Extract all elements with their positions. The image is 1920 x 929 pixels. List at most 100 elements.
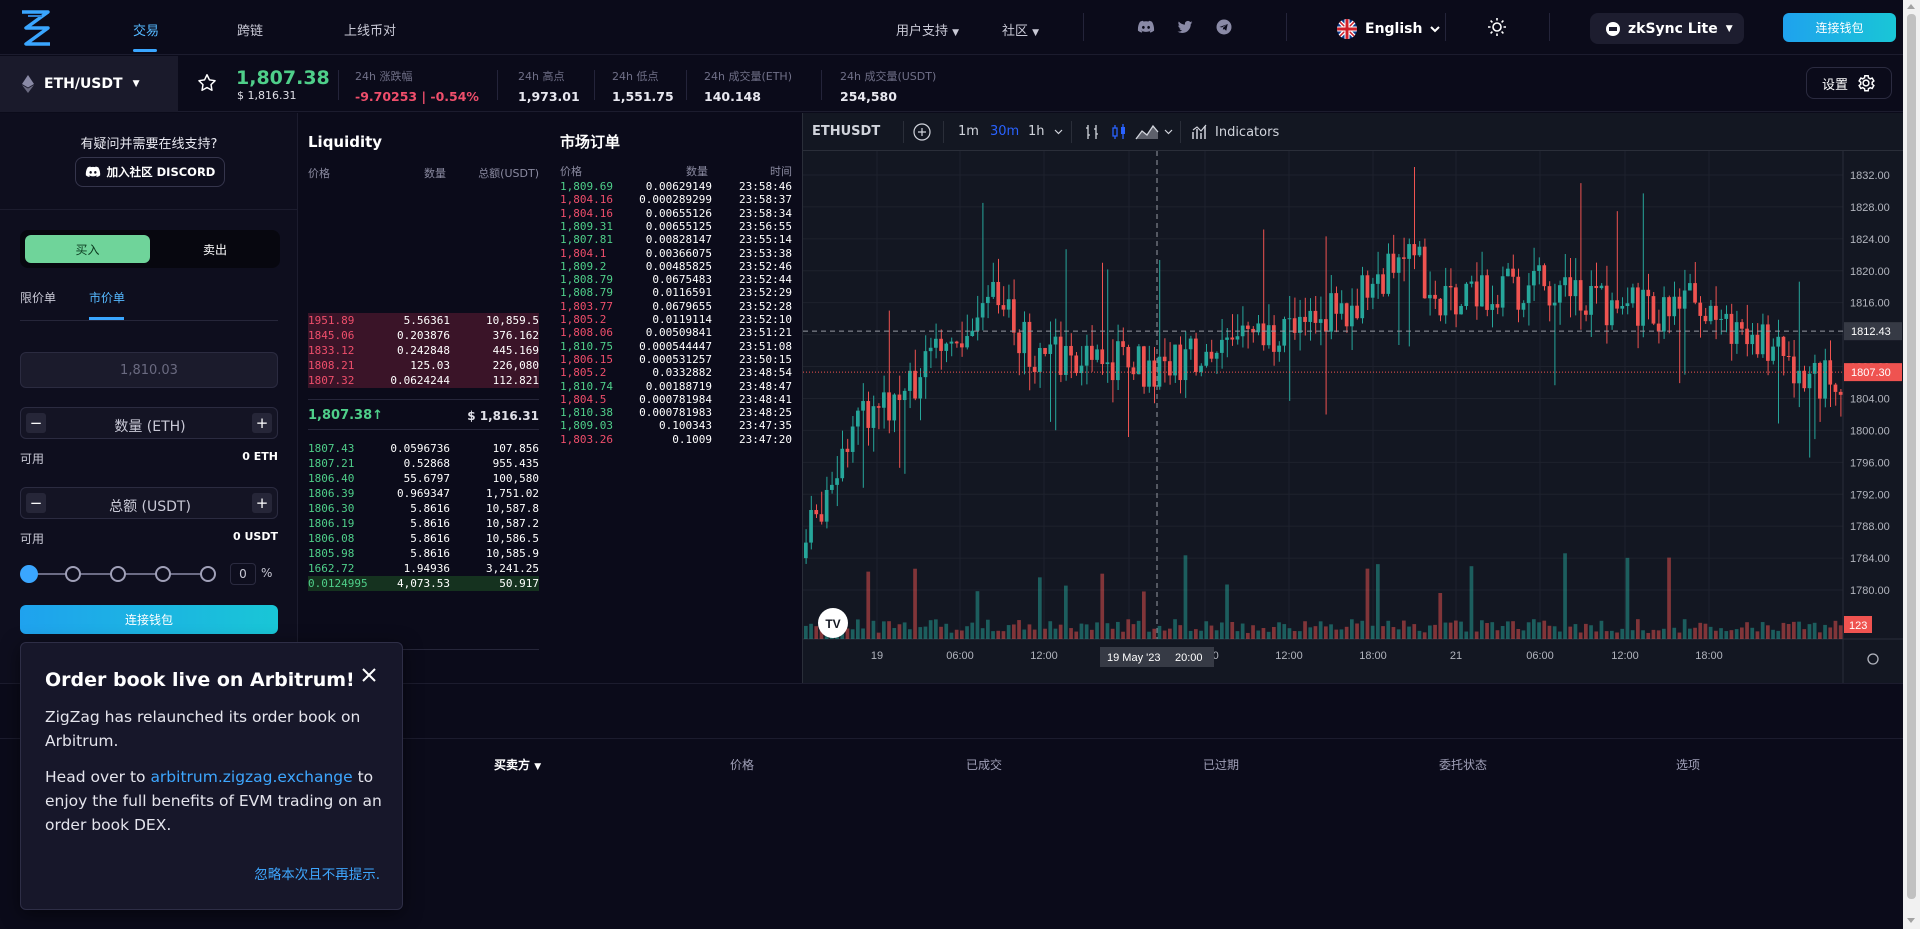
nav-support[interactable]: 用户支持 ▼ <box>896 20 959 39</box>
favorite-star-icon[interactable] <box>196 72 218 94</box>
stat-label: 24h 成交量(ETH) <box>704 70 792 83</box>
sell-tab[interactable]: 卖出 <box>202 242 227 257</box>
orderbook-row[interactable]: 1951.89 5.56361 10,859.5 <box>308 313 539 328</box>
page-scrollbar[interactable] <box>1903 0 1920 929</box>
twitter-icon[interactable] <box>1176 18 1194 36</box>
candle-body <box>1381 274 1385 294</box>
orderbook-row[interactable]: 1806.40 55.6797 100,580 <box>308 471 539 486</box>
trades-title: 市场订单 <box>560 133 621 151</box>
arbitrum-link[interactable]: arbitrum.zigzag.exchange <box>150 768 353 786</box>
candle-body <box>1573 280 1578 297</box>
volume-bar <box>1365 568 1370 639</box>
uk-flag-icon <box>1337 19 1357 39</box>
pair-selector[interactable]: ETH/USDT ▼ <box>0 56 178 112</box>
orderbook-row[interactable]: 1833.12 0.242848 445.169 <box>308 343 539 358</box>
zigzag-logo[interactable] <box>18 8 54 48</box>
minus-button[interactable]: − <box>26 493 46 513</box>
timeframe-1h[interactable]: 1h <box>1028 124 1045 139</box>
discord-icon[interactable] <box>1137 18 1155 36</box>
scrollbar-thumb[interactable] <box>1907 14 1916 899</box>
scroll-down-arrow[interactable] <box>1907 918 1915 923</box>
orderbook-row[interactable]: 1845.06 0.203876 376.162 <box>308 328 539 343</box>
language-selector[interactable]: English <box>1337 19 1441 39</box>
slider-step-50[interactable] <box>110 566 126 582</box>
orderbook-row[interactable]: 1808.21 125.03 226,080 <box>308 358 539 373</box>
orderbook-row[interactable]: 1806.39 0.969347 1,751.02 <box>308 486 539 501</box>
timeframe-30m[interactable]: 30m <box>990 124 1020 139</box>
candle-body <box>1095 349 1099 360</box>
row-total: 50.917 <box>499 577 539 590</box>
settings-button[interactable]: 设置 <box>1806 67 1892 99</box>
volume-bar <box>1469 566 1474 639</box>
join-discord-button[interactable]: 加入社区 DISCORD <box>75 157 225 187</box>
buy-tab[interactable]: 买入 <box>25 235 150 263</box>
area-chart-type-icon[interactable] <box>1135 123 1159 141</box>
candle-body <box>1266 325 1271 346</box>
plus-button[interactable]: + <box>252 413 272 433</box>
col-header-side[interactable]: 买卖方 ▼ <box>494 756 541 773</box>
bar-chart-type-icon[interactable] <box>1083 123 1101 141</box>
price-chart[interactable]: ETHUSDT 1m 30m 1h Indicators 1832.00 1828… <box>802 113 1904 683</box>
candle-body <box>1786 355 1791 357</box>
orderbook-row[interactable]: 1807.32 0.0624244 112.821 <box>308 373 539 388</box>
volume-bar <box>1651 629 1656 639</box>
plus-button[interactable]: + <box>252 493 272 513</box>
orderbook-row[interactable]: 0.0124995 4,073.53 50.917 <box>308 576 539 591</box>
orderbook-row[interactable]: 1805.98 5.8616 10,585.9 <box>308 546 539 561</box>
chevron-down-icon[interactable] <box>1054 129 1063 135</box>
candle-body <box>1693 283 1697 303</box>
candle-body <box>1521 303 1526 310</box>
volume-bar <box>991 631 995 639</box>
indicators-button[interactable]: Indicators <box>1191 123 1279 141</box>
orderbook-row[interactable]: 1807.21 0.52868 955.435 <box>308 456 539 471</box>
orderbook-row[interactable]: 1807.43 0.0596736 107.856 <box>308 441 539 456</box>
chart-symbol[interactable]: ETHUSDT <box>812 124 881 139</box>
candle-body <box>1500 276 1505 308</box>
slider-step-75[interactable] <box>155 566 171 582</box>
telegram-icon[interactable] <box>1215 18 1233 36</box>
candle-body <box>1589 285 1593 315</box>
nav-bridge[interactable]: 跨链 <box>237 24 264 39</box>
price-input[interactable]: 1,810.03 <box>20 352 278 388</box>
minus-button[interactable]: − <box>26 413 46 433</box>
candle-body <box>1532 270 1536 286</box>
orderbook-row[interactable]: 1806.30 5.8616 10,587.8 <box>308 501 539 516</box>
candlestick-chart[interactable]: 1832.00 1828.00 1824.00 1820.00 1816.00 1812.… <box>803 151 1904 683</box>
volume-bar <box>1381 626 1385 639</box>
candle-body <box>1329 293 1333 332</box>
connect-wallet-button[interactable]: 连接钱包 <box>1783 13 1896 42</box>
nav-community[interactable]: 社区 ▼ <box>1002 20 1039 39</box>
trade-time: 23:58:37 <box>739 193 792 207</box>
slider-handle[interactable] <box>20 565 38 583</box>
nav-list-pairs[interactable]: 上线币对 <box>344 24 397 39</box>
total-stepper[interactable]: − 总额 (USDT) + <box>20 487 278 519</box>
dismiss-forever-link[interactable]: 忽略本次且不再提示. <box>254 867 380 883</box>
orderbook-row[interactable]: 1806.19 5.8616 10,587.2 <box>308 516 539 531</box>
candle-chart-type-icon[interactable] <box>1110 123 1128 141</box>
candle-body <box>1043 348 1047 354</box>
orderbook-row[interactable]: 1662.72 1.94936 3,241.25 <box>308 561 539 576</box>
candle-body <box>1776 336 1781 347</box>
volume-bar <box>1495 630 1500 639</box>
close-icon[interactable] <box>357 663 381 687</box>
connect-wallet-button[interactable]: 连接钱包 <box>20 605 278 634</box>
sun-icon[interactable] <box>1487 17 1507 37</box>
percent-input[interactable]: 0 <box>230 563 256 585</box>
timeframe-1m[interactable]: 1m <box>958 124 979 139</box>
nav-trade[interactable]: 交易 <box>133 24 160 39</box>
volume-bar <box>1807 624 1812 639</box>
orderbook-row[interactable]: 1806.08 5.8616 10,586.5 <box>308 531 539 546</box>
slider-step-100[interactable] <box>200 566 216 582</box>
x-tick-label: 06:00 <box>946 650 974 662</box>
scroll-up-arrow[interactable] <box>1907 4 1915 9</box>
quantity-stepper[interactable]: − 数量 (ETH) + <box>20 407 278 439</box>
trade-row: 1,808.06 0.00509841 23:51:21 <box>560 325 792 340</box>
network-selector[interactable]: zkSync Lite ▼ <box>1590 13 1744 44</box>
market-order-tab[interactable]: 市价单 <box>89 291 126 305</box>
stat-divider <box>821 70 822 100</box>
candle-body <box>1823 360 1827 399</box>
limit-order-tab[interactable]: 限价单 <box>20 291 57 305</box>
add-symbol-icon[interactable] <box>913 123 931 141</box>
chevron-down-icon[interactable] <box>1164 129 1173 135</box>
slider-step-25[interactable] <box>65 566 81 582</box>
